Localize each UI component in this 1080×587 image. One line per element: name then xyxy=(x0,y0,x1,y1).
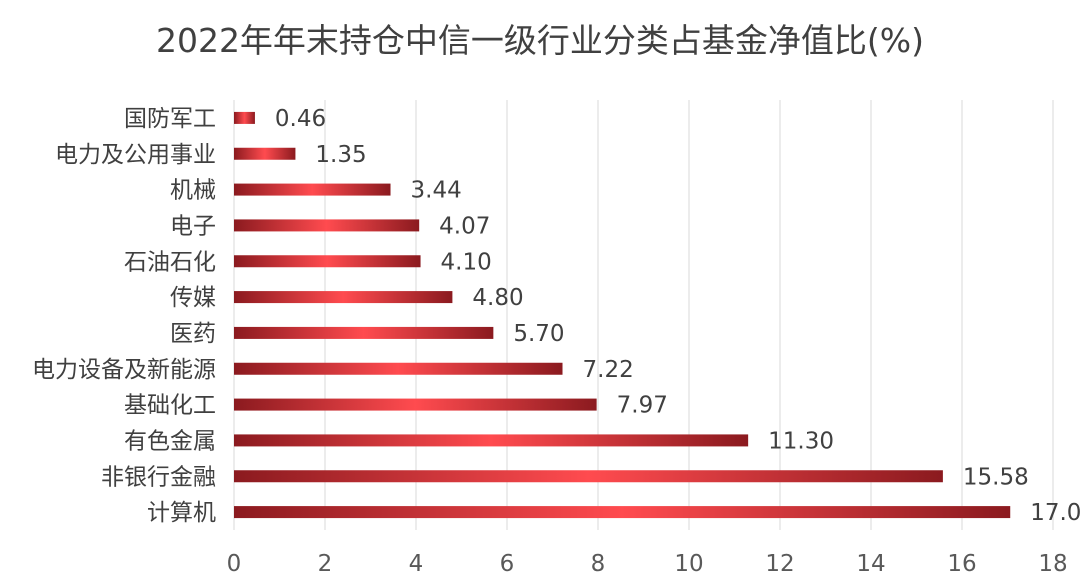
category-label: 传媒 xyxy=(170,285,216,311)
category-label: 基础化工 xyxy=(124,393,216,419)
category-label: 非银行金融 xyxy=(101,464,216,490)
bar xyxy=(234,147,296,160)
data-label: 7.97 xyxy=(617,393,668,419)
x-tick-label: 2 xyxy=(318,551,333,577)
x-tick-label: 8 xyxy=(591,551,606,577)
bar xyxy=(234,111,255,124)
x-tick-label: 16 xyxy=(947,551,976,577)
bar xyxy=(234,434,749,447)
data-label: 3.44 xyxy=(411,178,462,204)
category-label: 医药 xyxy=(170,321,216,347)
x-tick-label: 0 xyxy=(227,551,242,577)
x-tick-label: 12 xyxy=(765,551,794,577)
data-label: 4.80 xyxy=(472,285,523,311)
chart-title: 2022年年末持仓中信一级行业分类占基金净值比(%) xyxy=(155,21,925,60)
category-label: 电子 xyxy=(170,213,216,239)
data-label: 4.07 xyxy=(439,213,490,239)
category-label: 电力及公用事业 xyxy=(55,142,216,168)
bar xyxy=(234,291,453,304)
category-label: 石油石化 xyxy=(124,249,216,275)
category-label: 机械 xyxy=(170,178,216,204)
data-label: 17.06 xyxy=(1030,500,1080,526)
category-label: 电力设备及新能源 xyxy=(32,357,216,383)
bar xyxy=(234,362,563,375)
category-label: 计算机 xyxy=(147,500,216,526)
bar xyxy=(234,326,494,339)
x-tick-label: 6 xyxy=(500,551,515,577)
category-label: 国防军工 xyxy=(124,106,216,132)
bar xyxy=(234,398,597,411)
category-label: 有色金属 xyxy=(124,428,216,454)
bar xyxy=(234,470,943,483)
x-tick-label: 4 xyxy=(409,551,424,577)
data-label: 15.58 xyxy=(963,464,1029,490)
data-label: 7.22 xyxy=(583,357,634,383)
bar xyxy=(234,219,420,232)
data-label: 11.30 xyxy=(768,428,834,454)
data-label: 0.46 xyxy=(275,106,326,132)
data-label: 5.70 xyxy=(513,321,564,347)
data-label: 1.35 xyxy=(315,142,366,168)
data-label: 4.10 xyxy=(441,249,492,275)
x-tick-label: 18 xyxy=(1038,551,1067,577)
bar xyxy=(234,255,421,268)
bar xyxy=(234,183,391,196)
x-tick-label: 14 xyxy=(856,551,885,577)
bar xyxy=(234,506,1011,519)
x-tick-label: 10 xyxy=(674,551,703,577)
